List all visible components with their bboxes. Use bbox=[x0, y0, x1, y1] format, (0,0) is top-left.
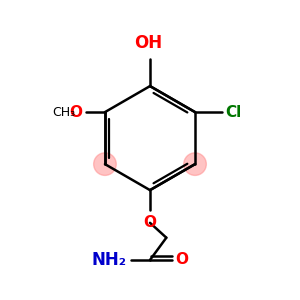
Circle shape bbox=[184, 153, 206, 175]
Text: CH₃: CH₃ bbox=[52, 106, 75, 118]
Text: O: O bbox=[175, 253, 188, 268]
Text: O: O bbox=[70, 105, 83, 120]
Text: OH: OH bbox=[134, 34, 163, 52]
Text: NH₂: NH₂ bbox=[91, 251, 126, 269]
Circle shape bbox=[94, 153, 116, 175]
Text: O: O bbox=[143, 215, 157, 230]
Text: Cl: Cl bbox=[225, 105, 241, 120]
